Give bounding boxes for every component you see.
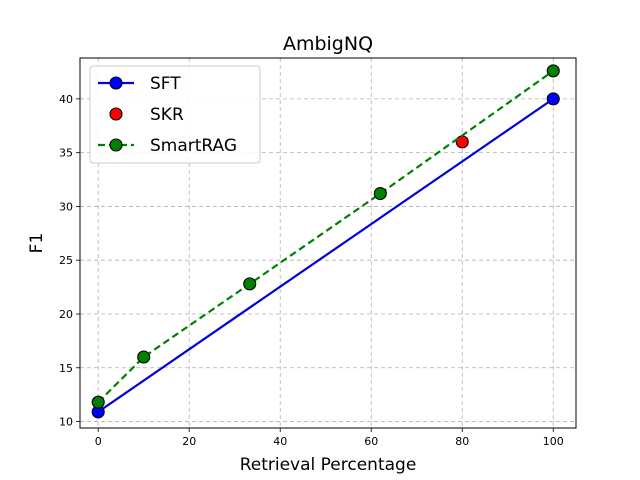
point-smartrag-0 — [91, 395, 105, 409]
point-skr-0 — [455, 135, 469, 149]
y-tick-label-35: 35 — [59, 147, 73, 160]
x-tick-label-100: 100 — [543, 435, 564, 448]
series-skr — [455, 135, 469, 149]
x-tick-label-0: 0 — [95, 435, 102, 448]
legend: SFT SKR SmartRAG — [89, 65, 261, 164]
grid-lines — [80, 58, 576, 428]
x-axis-title: Retrieval Percentage — [240, 455, 417, 475]
x-tick-label-60: 60 — [364, 435, 378, 448]
legend-marker-sft — [109, 76, 123, 90]
y-tick-label-40: 40 — [59, 93, 73, 106]
y-tick-label-20: 20 — [59, 308, 73, 321]
y-axis-title: F1 — [27, 233, 47, 254]
series-line-sft — [97, 97, 554, 413]
legend-marker-smartrag — [109, 138, 123, 152]
point-smartrag-1 — [137, 350, 151, 364]
y-tick-label-25: 25 — [59, 254, 73, 267]
x-tick-label-20: 20 — [182, 435, 196, 448]
legend-label-sft: SFT — [150, 74, 181, 94]
legend-label-smartrag: SmartRAG — [150, 136, 237, 156]
y-tick-label-15: 15 — [59, 362, 73, 375]
x-tick-label-80: 80 — [455, 435, 469, 448]
plot-series — [91, 64, 560, 419]
point-sft-1 — [546, 92, 560, 106]
legend-marker-skr — [109, 107, 123, 121]
legend-label-skr: SKR — [150, 105, 184, 125]
series-smartrag — [91, 64, 560, 409]
y-tick-label-30: 30 — [59, 200, 73, 213]
legend-box — [89, 65, 261, 164]
point-smartrag-2 — [243, 277, 257, 291]
point-smartrag-4 — [546, 64, 560, 78]
point-smartrag-3 — [373, 186, 387, 201]
chart-title: AmbigNQ — [283, 33, 373, 55]
axis-ticks: 0 20 40 60 80 100 10 15 20 25 30 35 40 — [59, 93, 564, 448]
series-sft — [91, 92, 560, 419]
plot-frame — [79, 57, 577, 429]
x-tick-label-40: 40 — [273, 435, 287, 448]
y-tick-label-10: 10 — [59, 416, 73, 429]
